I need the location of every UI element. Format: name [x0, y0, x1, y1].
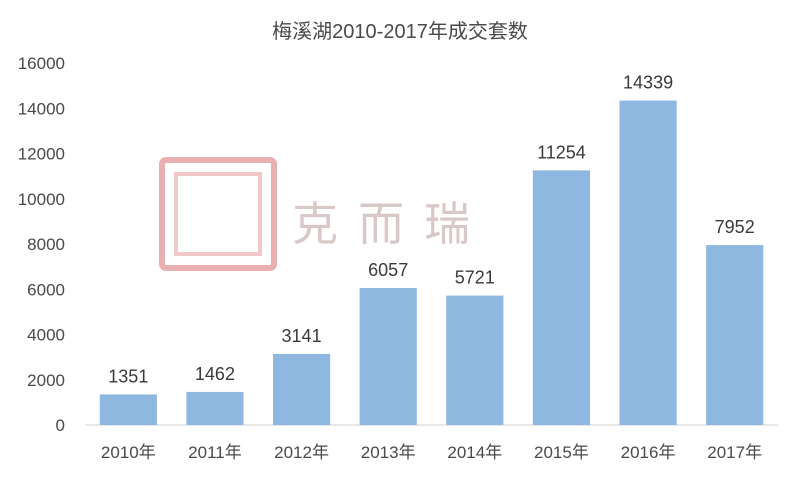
x-tick-label: 2017年: [707, 443, 762, 462]
x-tick-label: 2016年: [621, 443, 676, 462]
watermark-seal-inner: [174, 172, 262, 256]
bar: [619, 100, 677, 425]
watermark-text: 克而瑞: [292, 198, 490, 250]
x-tick-label: 2011年: [188, 443, 242, 462]
watermark: 克而瑞: [159, 157, 490, 271]
data-label: 14339: [623, 73, 673, 93]
bar: [446, 295, 504, 425]
bars: [99, 100, 764, 425]
bar: [532, 170, 591, 425]
x-axis: 2010年 2011年 2012年 2013年 2014年 2015年 2016年 2017年: [101, 443, 762, 462]
data-label: 3141: [282, 326, 322, 346]
y-tick-label: 0: [56, 416, 65, 435]
y-axis: 0 2000 4000 6000 8000 10000 12000 14000 16000: [18, 54, 65, 435]
bar: [359, 287, 417, 425]
data-label: 1462: [195, 364, 235, 384]
y-tick-label: 8000: [27, 235, 65, 254]
y-tick-label: 16000: [18, 54, 65, 73]
data-labels: 1351 1462 3141 6057 5721 11254 14339 7952: [108, 73, 754, 387]
x-tick-label: 2015年: [534, 443, 589, 462]
chart-title: 梅溪湖2010-2017年成交套数: [272, 20, 528, 43]
x-tick-label: 2010年: [101, 443, 156, 462]
data-label: 7952: [715, 217, 755, 237]
x-tick-label: 2014年: [447, 443, 502, 462]
y-tick-label: 2000: [27, 371, 65, 390]
y-tick-label: 14000: [18, 99, 65, 118]
x-tick-label: 2013年: [361, 443, 416, 462]
bar: [99, 394, 157, 425]
y-tick-label: 10000: [18, 190, 65, 209]
x-tick-label: 2012年: [274, 443, 329, 462]
bar: [272, 353, 331, 425]
bar: [186, 391, 244, 425]
y-tick-label: 4000: [27, 326, 65, 345]
data-label: 1351: [108, 366, 148, 386]
bar: [706, 245, 764, 425]
y-tick-label: 12000: [18, 145, 65, 164]
data-label: 5721: [455, 268, 495, 288]
data-label: 6057: [368, 260, 408, 280]
data-label: 11254: [537, 142, 586, 162]
watermark-seal: [159, 157, 277, 271]
y-tick-label: 6000: [27, 280, 65, 299]
